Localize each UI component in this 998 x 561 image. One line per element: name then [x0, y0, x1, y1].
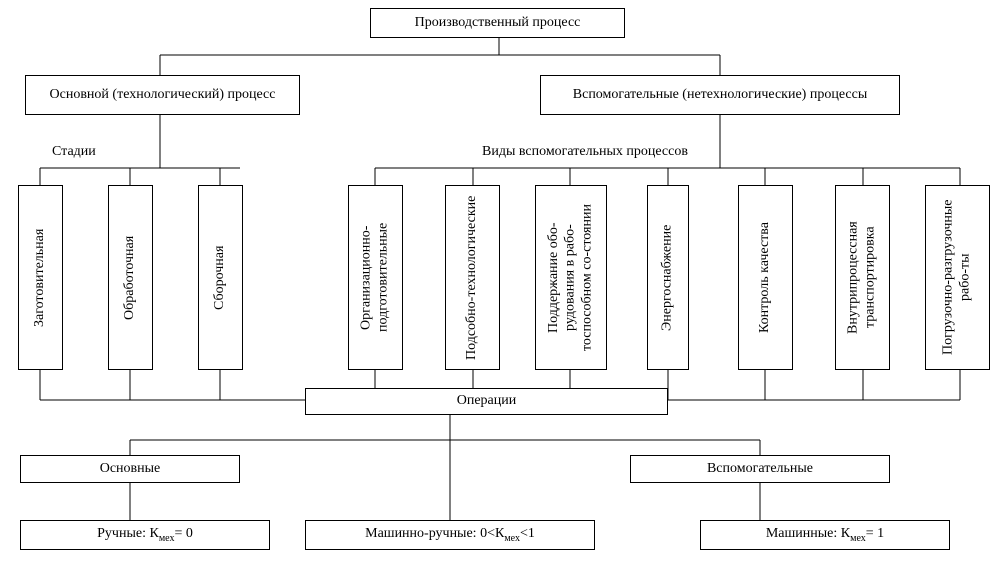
optype-1-label: Машинно-ручные: 0<Кмех<1: [365, 526, 535, 545]
aux-group-label: Виды вспомогательных процессов: [480, 144, 690, 160]
aux-0: Организационно-подготовительные: [348, 185, 403, 370]
aux-4: Контроль качества: [738, 185, 793, 370]
optype-2: Машинные: Кмех= 1: [700, 520, 950, 550]
aux-2: Поддержание обо-рудования в рабо-тоспосо…: [535, 185, 607, 370]
node-ops-aux-label: Вспомогательные: [707, 461, 813, 478]
node-root: Производственный процесс: [370, 8, 625, 38]
node-ops-main: Основные: [20, 455, 240, 483]
aux-5: Внутрипроцессная транспортировка: [835, 185, 890, 370]
node-operations-label: Операции: [457, 393, 517, 410]
stages-group-label: Стадии: [50, 144, 98, 160]
stage-2-label: Сборочная: [212, 245, 229, 309]
aux-2-label: Поддержание обо-рудования в рабо-тоспосо…: [546, 192, 596, 363]
stage-1-label: Обработочная: [122, 235, 139, 319]
node-main-process: Основной (технологический) процесс: [25, 75, 300, 115]
node-main-process-label: Основной (технологический) процесс: [50, 87, 276, 104]
aux-1-label: Подсобно-технологические: [464, 195, 481, 359]
optype-0-label: Ручные: Кмех= 0: [97, 526, 193, 545]
stage-0: Заготовительная: [18, 185, 63, 370]
node-root-label: Производственный процесс: [415, 15, 581, 32]
stage-0-label: Заготовительная: [32, 228, 49, 326]
stage-2: Сборочная: [198, 185, 243, 370]
aux-4-label: Контроль качества: [757, 222, 774, 333]
aux-1: Подсобно-технологические: [445, 185, 500, 370]
optype-2-label: Машинные: Кмех= 1: [766, 526, 884, 545]
optype-0: Ручные: Кмех= 0: [20, 520, 270, 550]
aux-6: Погрузочно-разгрузочные рабо-ты: [925, 185, 990, 370]
optype-1: Машинно-ручные: 0<Кмех<1: [305, 520, 595, 550]
node-aux-process: Вспомогательные (нетехнологические) проц…: [540, 75, 900, 115]
aux-3-label: Энергоснабжение: [660, 224, 677, 330]
node-ops-aux: Вспомогательные: [630, 455, 890, 483]
aux-3: Энергоснабжение: [647, 185, 689, 370]
stage-1: Обработочная: [108, 185, 153, 370]
aux-6-label: Погрузочно-разгрузочные рабо-ты: [941, 192, 975, 363]
node-ops-main-label: Основные: [100, 461, 161, 478]
aux-5-label: Внутрипроцессная транспортировка: [846, 192, 880, 363]
aux-0-label: Организационно-подготовительные: [359, 192, 393, 363]
node-operations: Операции: [305, 388, 668, 415]
node-aux-process-label: Вспомогательные (нетехнологические) проц…: [573, 87, 867, 104]
